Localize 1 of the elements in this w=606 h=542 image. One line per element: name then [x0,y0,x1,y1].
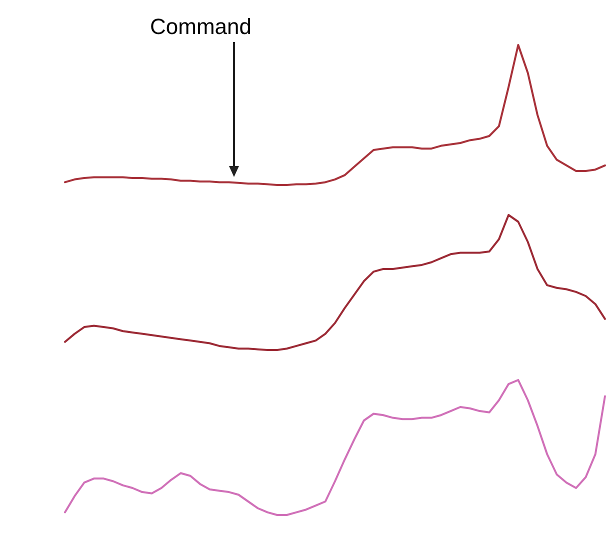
text: Command [150,14,252,40]
